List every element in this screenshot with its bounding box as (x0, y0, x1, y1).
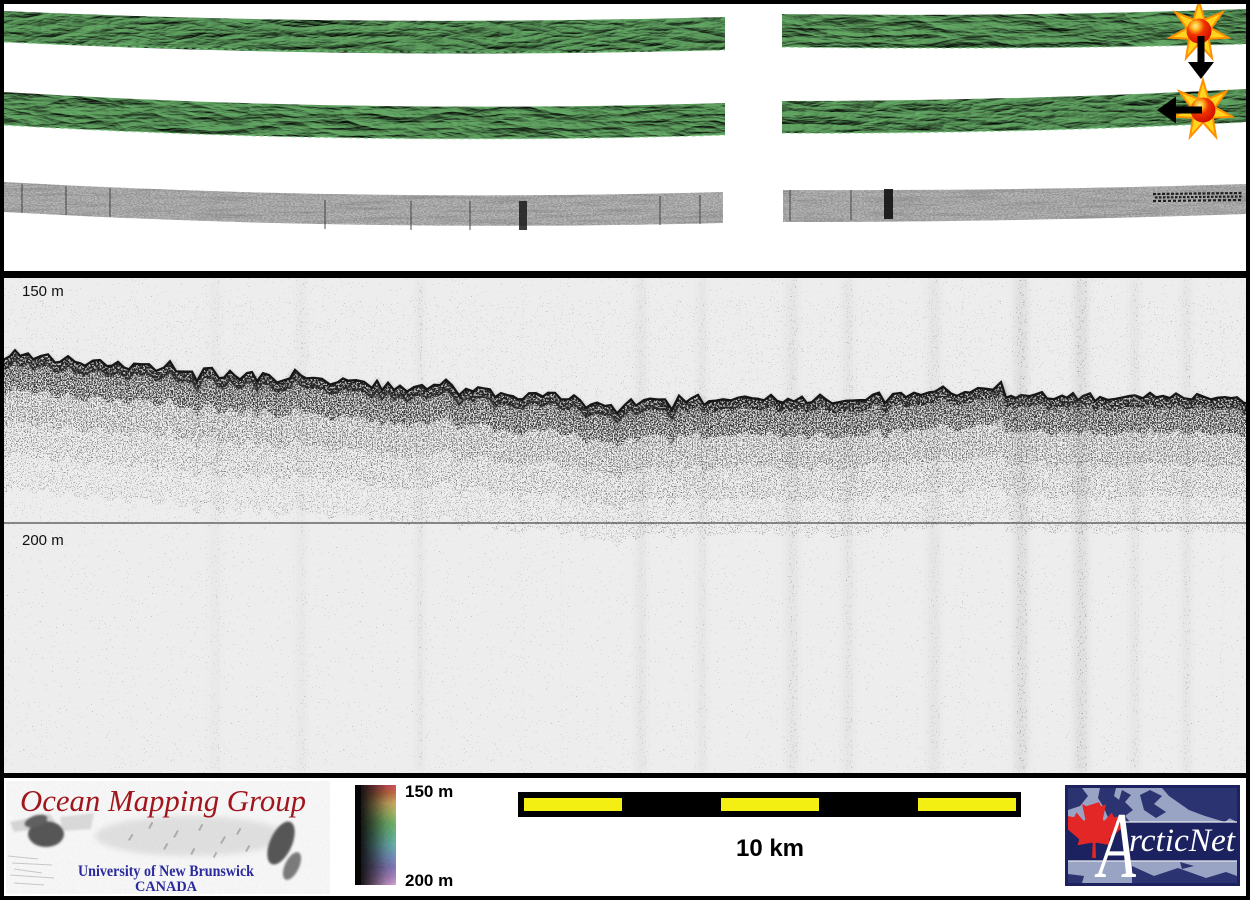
svg-text:Ocean Mapping Group: Ocean Mapping Group (20, 783, 306, 818)
svg-text:CANADA: CANADA (135, 879, 197, 895)
svg-text:rcticNet: rcticNet (1129, 823, 1236, 859)
svg-text:150 m: 150 m (405, 782, 453, 801)
svg-text:A: A (1094, 794, 1136, 898)
svg-text:200 m: 200 m (405, 871, 453, 890)
svg-text:150 m: 150 m (22, 283, 64, 300)
svg-text:10 km: 10 km (736, 835, 804, 862)
svg-text:200 m: 200 m (22, 532, 64, 549)
svg-text:University of New Brunswick: University of New Brunswick (78, 863, 254, 880)
